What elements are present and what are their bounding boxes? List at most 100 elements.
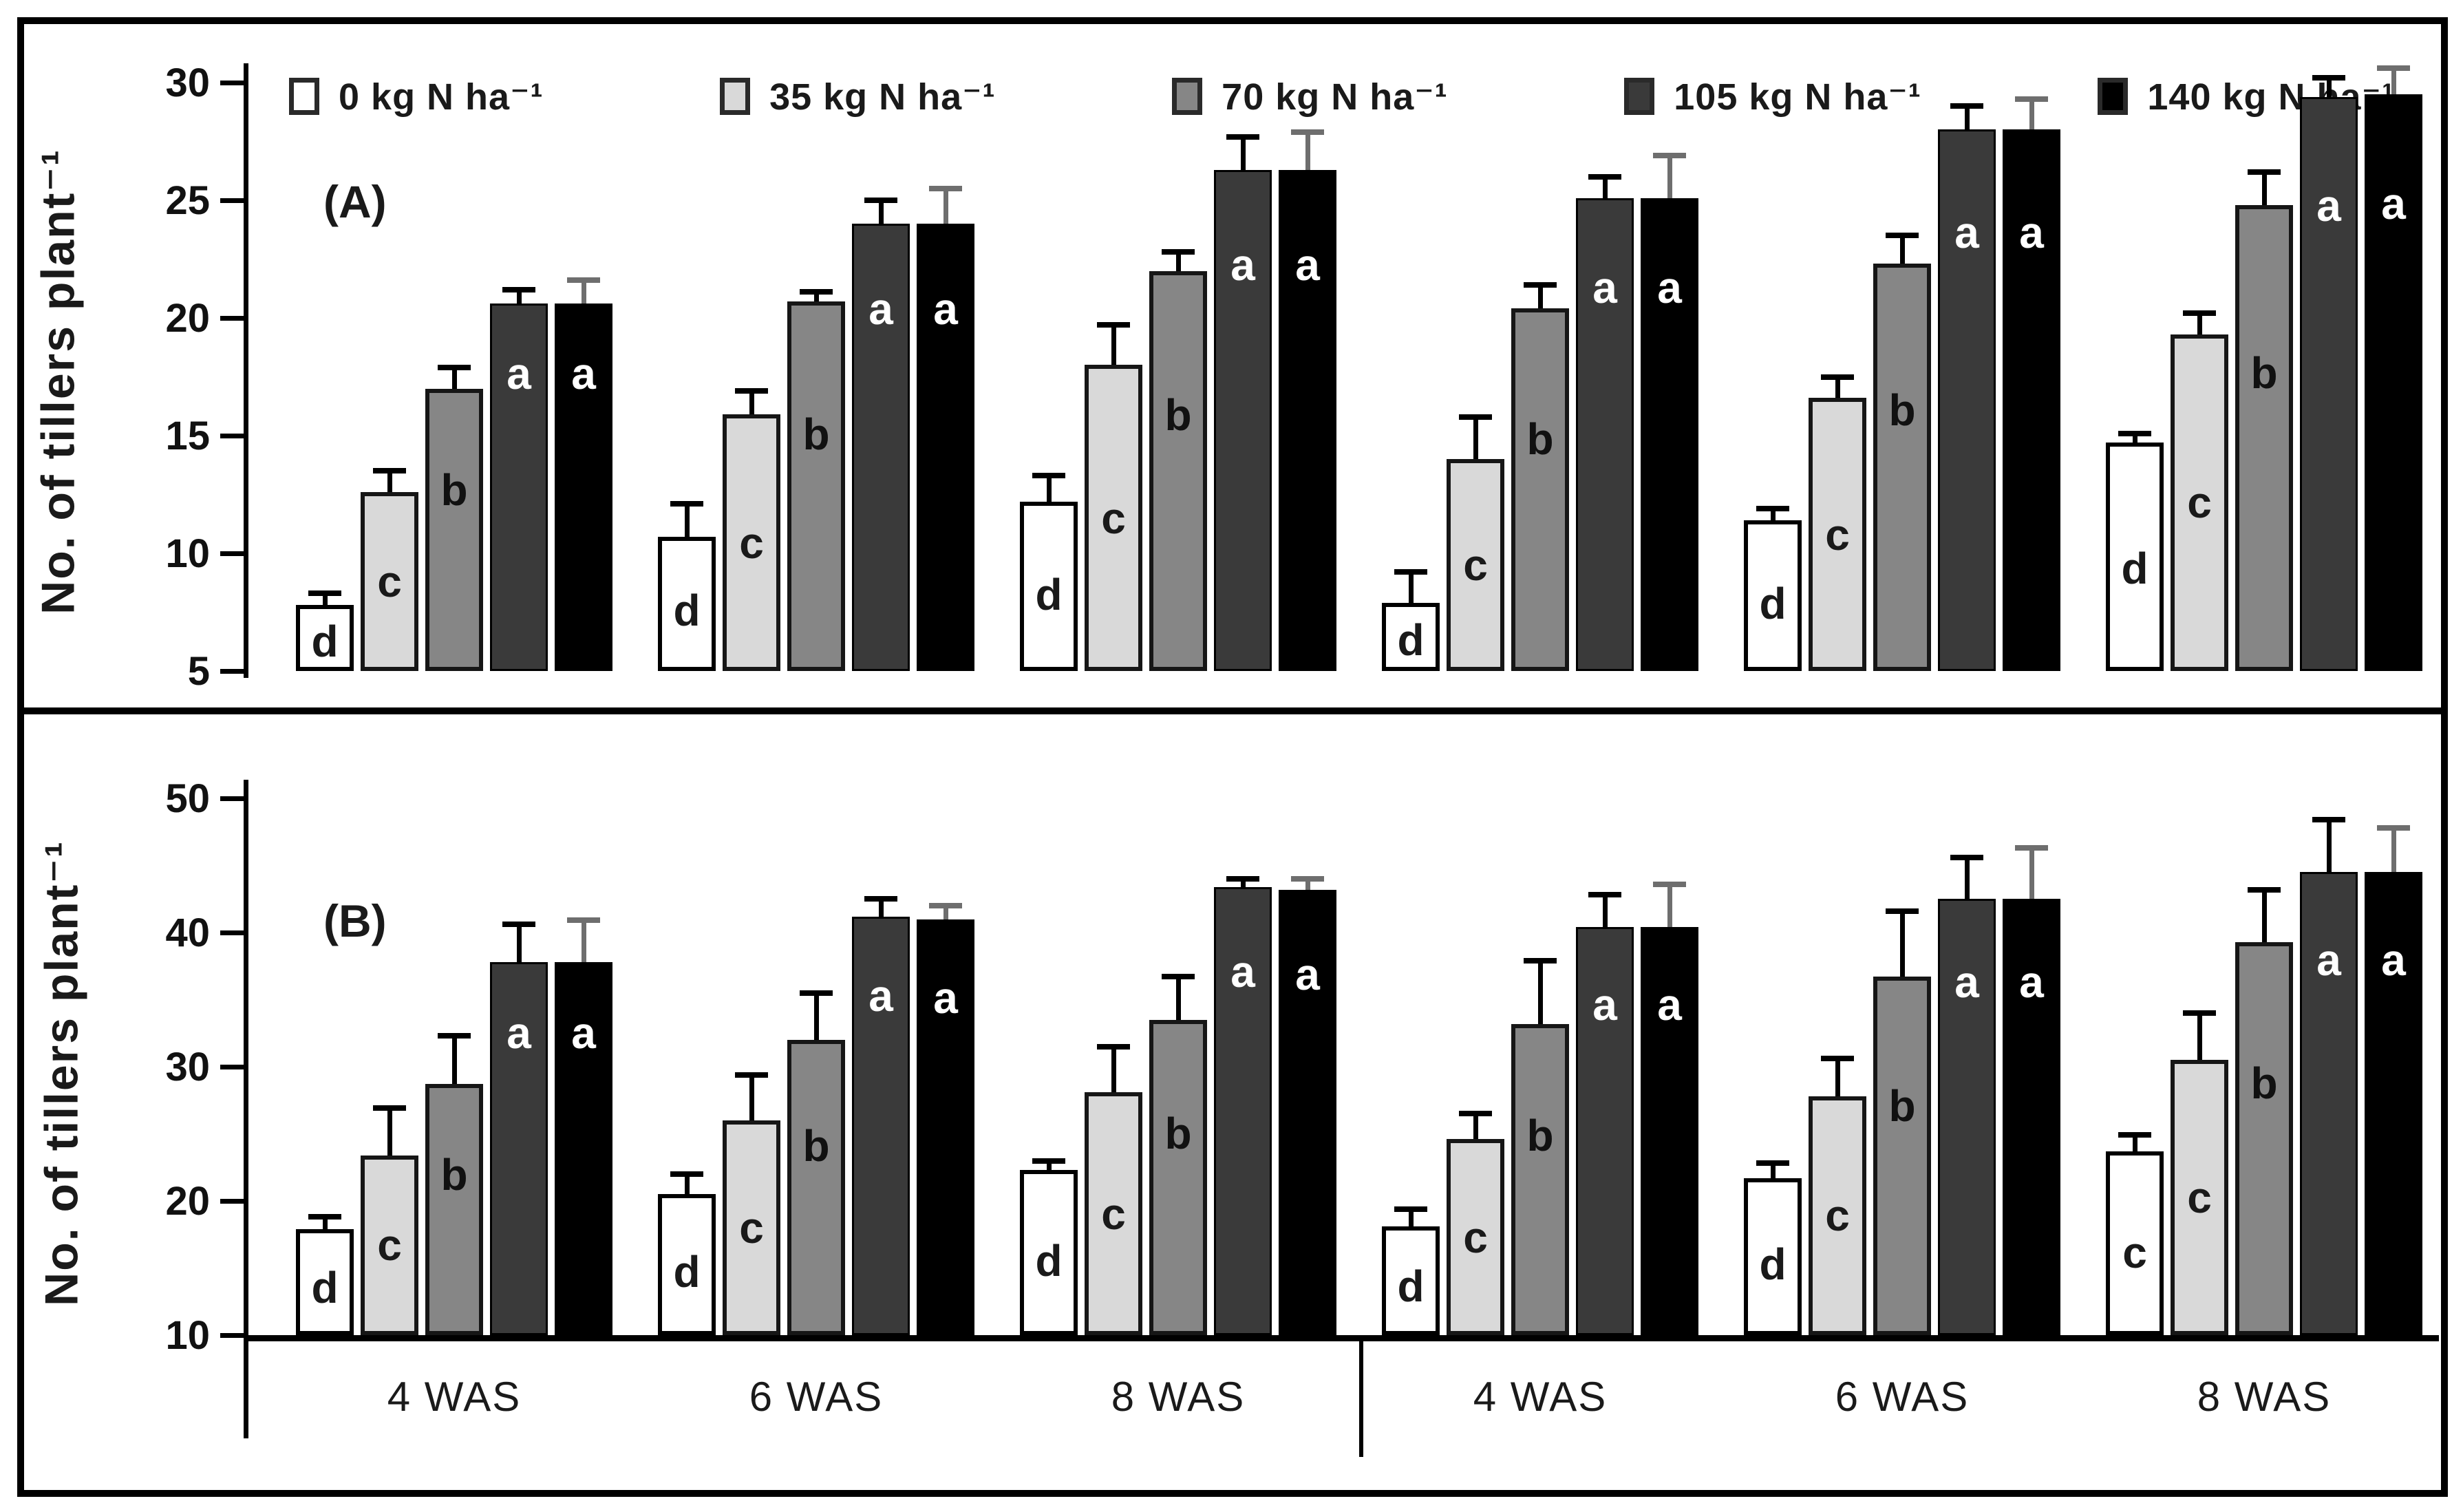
bar (1382, 1226, 1440, 1335)
legend-item: 70 kg N ha⁻¹ (1172, 75, 1448, 118)
error-bar-stem (1603, 895, 1608, 928)
panel-a-label: (A) (323, 176, 387, 227)
bar (1511, 1023, 1569, 1335)
bar-letter: d (1397, 615, 1425, 666)
error-bar-cap (1097, 322, 1130, 328)
bar (1873, 977, 1931, 1335)
error-bar-stem (749, 1074, 754, 1120)
bar-letter: a (2019, 957, 2044, 1007)
y-axis-tick-label: 10 (165, 1313, 210, 1358)
y-axis-tick (220, 551, 248, 556)
bar (425, 388, 483, 671)
bar (1873, 264, 1931, 671)
legend-swatch-icon (1624, 78, 1655, 115)
panel-b-label: (B) (323, 895, 387, 946)
error-bar-cap (1821, 374, 1854, 380)
bar (1085, 1092, 1142, 1335)
error-bar-cap (864, 198, 897, 203)
x-axis-category-label: 6 WAS (749, 1374, 884, 1420)
bar-letter: a (868, 971, 893, 1021)
error-bar-stem (1305, 879, 1310, 890)
error-bar-cap (308, 590, 341, 597)
error-bar-stem (2262, 171, 2267, 205)
error-bar-stem (1538, 960, 1543, 1024)
legend-swatch-icon (1172, 78, 1203, 115)
bar-letter: c (1463, 1212, 1488, 1262)
error-bar-cap (1950, 854, 1983, 860)
bar-letter: a (1230, 239, 1255, 290)
error-bar-cap (1588, 173, 1621, 180)
y-axis-tick (220, 669, 248, 674)
bar-letter: b (2250, 348, 2278, 398)
bar (2300, 96, 2358, 671)
error-bar-stem (2391, 68, 2396, 95)
error-bar-cap (1032, 1158, 1065, 1164)
error-bar-stem (1900, 235, 1905, 264)
legend-item: 35 kg N ha⁻¹ (720, 75, 996, 118)
error-bar-cap (929, 903, 962, 908)
panel-a-y-axis-title: No. of tillers plant⁻¹ (32, 149, 85, 615)
error-bar-stem (1111, 1046, 1116, 1093)
error-bar-stem (582, 280, 586, 304)
bar-letter: d (673, 1246, 701, 1297)
y-axis-tick (220, 1333, 248, 1338)
bar-letter: b (1888, 1080, 1916, 1131)
error-bar-cap (800, 289, 833, 295)
y-axis-tick (220, 930, 248, 935)
error-bar-stem (1176, 977, 1181, 1020)
error-bar-cap (1162, 974, 1195, 980)
error-bar-stem (2133, 1135, 2137, 1151)
bar-letter: b (440, 465, 468, 515)
error-bar-stem (879, 200, 884, 224)
bar (1149, 270, 1207, 671)
bar-letter: a (1295, 239, 1320, 290)
error-bar-stem (1965, 857, 1970, 899)
legend-label: 70 kg N ha⁻¹ (1222, 76, 1448, 118)
bar (723, 1120, 780, 1335)
error-bar-stem (387, 471, 392, 493)
error-bar-cap (1162, 249, 1195, 255)
error-bar-stem (517, 924, 522, 962)
bar (1382, 602, 1440, 671)
bar-letter: a (1230, 947, 1255, 997)
bar (1744, 520, 1802, 671)
error-bar-cap (800, 990, 833, 996)
bar (917, 224, 974, 671)
error-bar-cap (502, 922, 535, 928)
bar (490, 961, 548, 1335)
error-bar-stem (1047, 476, 1052, 502)
error-bar-cap (1032, 473, 1065, 479)
legend-swatch-icon (2098, 78, 2129, 115)
bar-letter: a (2381, 179, 2406, 229)
legend-label: 105 kg N ha⁻¹ (1674, 76, 1921, 118)
error-bar-stem (2029, 848, 2034, 899)
error-bar-cap (502, 286, 535, 292)
bar (555, 304, 612, 671)
error-bar-cap (1653, 153, 1686, 159)
y-axis-tick-label: 30 (165, 1045, 210, 1089)
bar (2003, 129, 2060, 671)
bar-letter: a (1657, 979, 1682, 1030)
bar (2365, 94, 2422, 671)
bar-letter: c (1101, 1189, 1126, 1239)
bar (1279, 889, 1336, 1335)
bar (2171, 1060, 2228, 1335)
error-bar-stem (685, 1174, 690, 1195)
error-bar-cap (1653, 881, 1686, 887)
bar-letter: d (1759, 1239, 1787, 1290)
error-bar-cap (864, 896, 897, 902)
error-bar-cap (735, 388, 768, 394)
bar-letter: c (1825, 509, 1850, 560)
error-bar-stem (1409, 1208, 1414, 1227)
error-bar-stem (749, 391, 754, 415)
bar (296, 605, 354, 671)
bar-letter: d (1759, 578, 1787, 628)
error-bar-cap (670, 1171, 703, 1177)
bar (361, 492, 418, 671)
bar-letter: d (311, 616, 339, 666)
bar (490, 304, 548, 671)
error-bar-cap (1394, 1206, 1427, 1212)
y-axis-tick-label: 20 (165, 1179, 210, 1224)
bar-letter: d (311, 1262, 339, 1312)
